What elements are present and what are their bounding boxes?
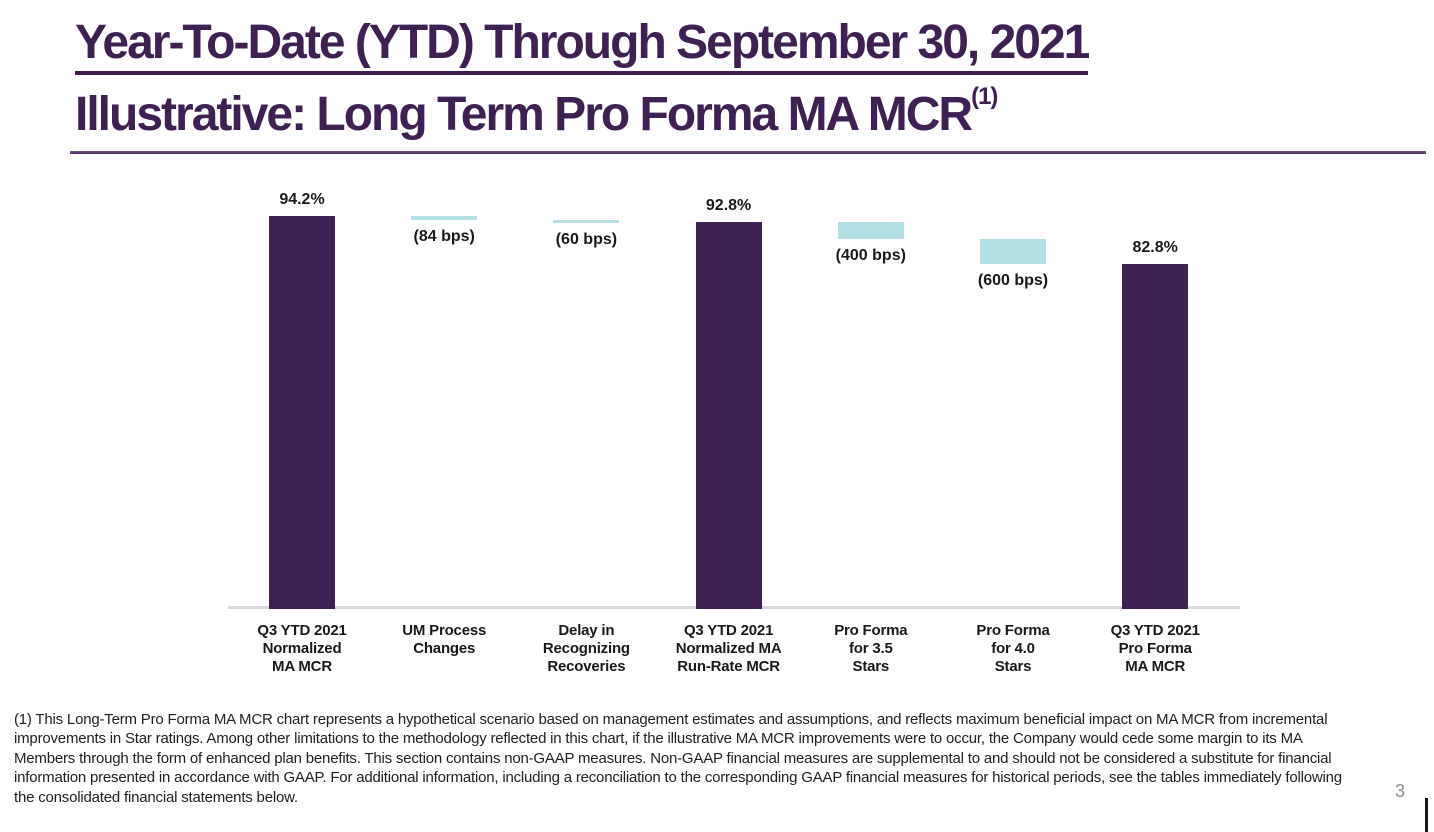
waterfall-bar-1 [269, 216, 335, 609]
waterfall-bar-7 [1122, 263, 1189, 609]
title-line2: Illustrative: Long Term Pro Forma MA MCR… [75, 83, 998, 141]
bar-category-label-6: Pro Forma for 4.0 Stars [976, 622, 1050, 675]
bar-category-label-3: Delay in Recognizing Recoveries [542, 622, 630, 675]
waterfall-bar-3 [553, 219, 620, 223]
bar-category-label-2: UM Process Changes [402, 622, 487, 657]
bar-value-label-5: (400 bps) [835, 246, 906, 264]
bar-value-label-4: 92.8% [705, 197, 752, 215]
bar-category-label-4: Q3 YTD 2021 Normalized MA Run-Rate MCR [675, 622, 782, 675]
bar-category-label-7: Q3 YTD 2021 Pro Forma MA MCR [1110, 622, 1200, 675]
bar-category-label-1: Q3 YTD 2021 Normalized MA MCR [257, 622, 347, 675]
bar-value-label-2: (84 bps) [413, 227, 475, 245]
waterfall-bar-6 [980, 238, 1046, 264]
title-line1: Year-To-Date (YTD) Through September 30,… [75, 16, 1090, 75]
waterfall-bar-5 [837, 222, 904, 239]
bar-value-label-1: 94.2% [279, 191, 325, 209]
bar-value-label-6: (600 bps) [977, 271, 1049, 289]
title-divider-line [70, 151, 1426, 154]
slide-title: Year-To-Date (YTD) Through September 30,… [75, 16, 1090, 142]
bar-category-label-5: Pro Forma for 3.5 Stars [834, 622, 908, 675]
page-number: 3 [1394, 781, 1405, 801]
waterfall-bar-2 [411, 216, 478, 220]
waterfall-bar-4 [695, 222, 762, 609]
bar-value-label-7: 82.8% [1132, 238, 1178, 256]
title-line2-text: Illustrative: Long Term Pro Forma MA MCR [75, 88, 973, 141]
footnote-text: (1) This Long-Term Pro Forma MA MCR char… [14, 711, 1342, 806]
footnote-marker: (1) [971, 83, 998, 110]
scrollbar-artifact [1425, 798, 1428, 832]
bar-value-label-3: (60 bps) [555, 230, 618, 248]
